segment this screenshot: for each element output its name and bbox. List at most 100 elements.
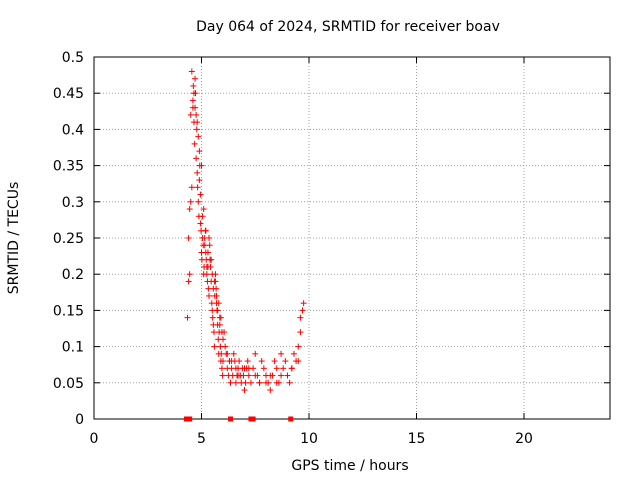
- data-point: [235, 372, 242, 379]
- data-point: [258, 358, 265, 365]
- data-point: [218, 365, 225, 372]
- chart-title: Day 064 of 2024, SRMTID for receiver boa…: [196, 19, 500, 35]
- data-point: [190, 82, 197, 89]
- data-point: [190, 90, 197, 97]
- data-point: [290, 350, 297, 357]
- baseline-marker: [250, 416, 256, 422]
- data-point: [241, 387, 248, 394]
- data-point: [297, 329, 304, 336]
- data-point: [252, 350, 259, 357]
- data-point: [245, 372, 252, 379]
- data-point: [188, 184, 195, 191]
- data-point: [199, 213, 206, 220]
- data-point: [198, 162, 205, 169]
- data-point: [209, 314, 216, 321]
- data-point: [195, 198, 202, 205]
- data-point: [256, 379, 263, 386]
- data-point: [215, 300, 222, 307]
- data-point: [271, 358, 278, 365]
- data-point: [210, 329, 217, 336]
- data-point: [193, 111, 200, 118]
- y-tick-label: 0.3: [62, 195, 84, 211]
- data-point: [203, 271, 210, 278]
- data-point: [192, 75, 199, 82]
- x-tick-label: 20: [515, 431, 533, 447]
- data-point: [200, 206, 207, 213]
- data-point: [196, 177, 203, 184]
- data-point: [197, 220, 204, 227]
- data-point: [245, 365, 252, 372]
- data-point: [260, 365, 267, 372]
- data-point: [273, 379, 280, 386]
- data-point: [185, 278, 192, 285]
- data-point: [288, 365, 295, 372]
- data-point: [218, 329, 225, 336]
- data-point: [194, 119, 201, 126]
- baseline-marker: [228, 416, 234, 422]
- y-tick-label: 0.15: [53, 303, 84, 319]
- x-tick-label: 0: [90, 431, 99, 447]
- data-point: [185, 235, 192, 241]
- data-point: [220, 336, 226, 343]
- data-point: [214, 307, 221, 314]
- data-point: [232, 379, 239, 386]
- data-point: [227, 379, 234, 386]
- data-point: [203, 263, 210, 270]
- data-point: [286, 379, 293, 386]
- data-point: [189, 97, 196, 104]
- data-point: [206, 292, 213, 299]
- baseline-marker: [187, 416, 193, 422]
- x-tick-label: 15: [408, 431, 426, 447]
- data-point: [236, 358, 243, 365]
- data-point: [186, 271, 193, 278]
- data-point: [196, 148, 203, 155]
- y-tick-label: 0.4: [62, 122, 84, 138]
- data-point: [193, 155, 200, 162]
- data-point: [278, 372, 285, 379]
- data-point: [194, 169, 201, 176]
- data-point: [186, 206, 193, 213]
- axis-ticks: [93, 56, 610, 420]
- y-tick-label: 0.2: [62, 267, 84, 283]
- data-point: [219, 372, 226, 379]
- y-axis-title: SRMTID / TECUs: [6, 182, 22, 295]
- data-point: [189, 104, 196, 111]
- data-point: [217, 314, 224, 321]
- data-point: [224, 350, 231, 357]
- data-point: [242, 379, 249, 386]
- data-point: [202, 227, 209, 234]
- y-tick-label: 0.35: [53, 159, 84, 175]
- baseline-marker: [288, 416, 294, 422]
- data-point: [188, 68, 195, 75]
- data-point: [295, 343, 302, 350]
- data-point: [222, 343, 229, 350]
- data-point: [184, 314, 191, 321]
- data-point: [212, 271, 219, 278]
- data-point: [300, 300, 307, 307]
- data-point: [187, 198, 194, 205]
- data-points: [184, 68, 307, 394]
- data-point: [204, 249, 211, 256]
- data-point: [195, 133, 202, 140]
- y-tick-label: 0.25: [53, 231, 84, 247]
- data-point: [201, 242, 208, 249]
- data-point: [226, 358, 233, 365]
- data-point: [187, 111, 194, 118]
- data-point: [191, 140, 198, 147]
- data-point: [273, 365, 280, 372]
- y-tick-label: 0.05: [53, 376, 84, 392]
- data-point: [206, 235, 213, 241]
- data-point: [299, 307, 306, 314]
- x-tick-label: 10: [300, 431, 318, 447]
- data-point: [194, 184, 201, 191]
- data-point: [267, 372, 274, 379]
- data-point: [263, 379, 269, 386]
- data-point: [278, 350, 285, 357]
- data-point: [216, 321, 223, 328]
- data-point: [295, 358, 302, 365]
- data-point: [197, 191, 204, 198]
- x-axis-title: GPS time / hours: [291, 458, 408, 474]
- data-point: [208, 256, 215, 263]
- data-point: [211, 343, 218, 350]
